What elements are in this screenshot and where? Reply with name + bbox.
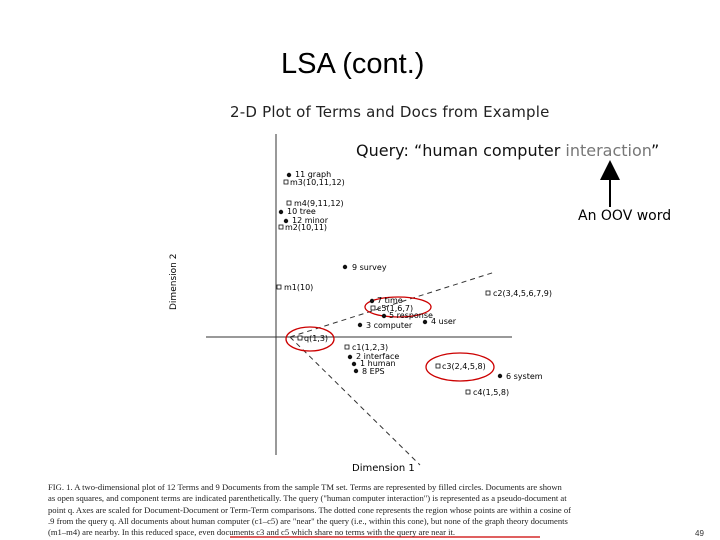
term-5-response: 5 response [381, 311, 433, 320]
term-label: 4 user [431, 317, 457, 326]
query-text: Query: “human computer interaction” [356, 141, 659, 160]
term-4-user: 4 user [422, 317, 457, 326]
doc-m3: m3(10,11,12) [283, 178, 345, 187]
term-label: 11 graph [295, 170, 331, 179]
term-label: 6 system [506, 372, 543, 381]
highlight-circle-query [285, 326, 335, 352]
term-label: 3 computer [366, 321, 413, 330]
term-2-interface: 2 interface [347, 352, 399, 361]
doc-c5: c5(1,6,7) [370, 304, 413, 313]
term-marker [357, 322, 363, 328]
term-label: 7 time [377, 296, 403, 305]
caption-line: .9 from the query q. All documents about… [48, 515, 568, 526]
term-8-eps: 8 EPS [353, 367, 385, 376]
doc-c3: c3(2,4,5,8) [435, 362, 486, 371]
doc-marker [283, 179, 289, 185]
doc-label: m2(10,11) [285, 223, 327, 232]
term-label: 5 response [389, 311, 433, 320]
doc-marker [344, 344, 350, 350]
term-6-system: 6 system [497, 372, 543, 381]
doc-c4: c4(1,5,8) [465, 388, 509, 397]
term-9-survey: 9 survey [342, 263, 387, 272]
slide-title: LSA (cont.) [281, 48, 425, 80]
term-label: 9 survey [352, 263, 387, 272]
doc-marker [370, 305, 376, 311]
term-marker [351, 361, 357, 367]
term-11-graph: 11 graph [286, 170, 331, 179]
doc-label: q(1,3) [304, 334, 328, 343]
doc-label: c5(1,6,7) [377, 304, 413, 313]
term-label: 10 tree [287, 207, 316, 216]
doc-label: c3(2,4,5,8) [442, 362, 486, 371]
query-suffix: ” [651, 141, 660, 160]
doc-marker [297, 335, 303, 341]
doc-marker [276, 284, 282, 290]
doc-marker [286, 200, 292, 206]
term-marker [286, 172, 292, 178]
doc-marker [278, 224, 284, 230]
caption-line: FIG. 1. A two-dimensional plot of 12 Ter… [48, 482, 562, 492]
page-number: 49 [695, 529, 704, 538]
term-marker [497, 373, 503, 379]
doc-marker [485, 290, 491, 296]
figure-caption: FIG. 1. A two-dimensional plot of 12 Ter… [48, 482, 698, 538]
doc-m1: m1(10) [276, 283, 313, 292]
caption-line: point q. Axes are scaled for Document-Do… [48, 504, 572, 515]
highlight-circle-c5 [364, 296, 432, 318]
term-marker [342, 264, 348, 270]
oov-label: An OOV word [578, 208, 672, 224]
doc-m4: m4(9,11,12) [286, 199, 344, 208]
query-prefix: Query: “human computer [356, 141, 566, 160]
query-oov-term: interaction [565, 141, 652, 160]
doc-m2: m2(10,11) [278, 223, 327, 232]
term-3-computer: 3 computer [357, 321, 413, 330]
term-marker [353, 368, 359, 374]
doc-c1: c1(1,2,3) [344, 343, 388, 352]
caption-line: as open squares, and component terms are… [48, 493, 567, 504]
term-1-human: 1 human [351, 359, 396, 368]
term-marker [381, 313, 387, 319]
term-marker [283, 218, 289, 224]
doc-c2: c2(3,4,5,6,7,9) [485, 289, 552, 298]
term-label: 2 interface [356, 352, 399, 361]
plot-title: 2-D Plot of Terms and Docs from Example [230, 103, 550, 121]
term-12-minor: 12 minor [283, 216, 329, 225]
doc-label: c1(1,2,3) [352, 343, 388, 352]
term-marker [369, 298, 375, 304]
term-marker [278, 209, 284, 215]
term-label: 1 human [360, 359, 396, 368]
term-label: 8 EPS [362, 367, 385, 376]
doc-marker [435, 363, 441, 369]
caption-line: (m1–m4) are nearby. In this reduced spac… [48, 527, 456, 538]
doc-label: m3(10,11,12) [290, 178, 345, 187]
term-7-time: 7 time [369, 296, 403, 305]
term-10-tree: 10 tree [278, 207, 316, 216]
doc-label: m1(10) [284, 283, 313, 292]
highlight-circle-c3 [425, 352, 495, 382]
y-axis-label: Dimension 2 [169, 254, 179, 310]
doc-query: q(1,3) [297, 334, 328, 343]
doc-marker [465, 389, 471, 395]
term-marker [422, 319, 428, 325]
doc-label: m4(9,11,12) [294, 199, 344, 208]
term-label: 12 minor [292, 216, 329, 225]
x-axis-label: Dimension 1 [352, 463, 415, 474]
doc-label: c4(1,5,8) [473, 388, 509, 397]
term-marker [347, 354, 353, 360]
cone-lower-boundary [289, 336, 421, 466]
doc-label: c2(3,4,5,6,7,9) [493, 289, 552, 298]
